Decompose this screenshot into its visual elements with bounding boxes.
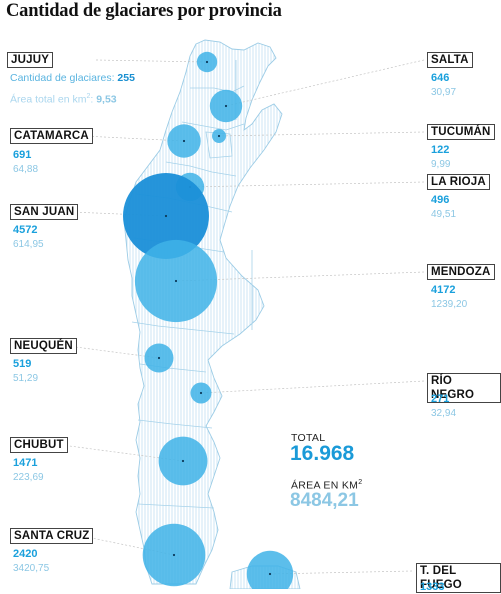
count-san-juan: 4572 (13, 224, 38, 236)
label-catamarca: CATAMARCA (10, 128, 93, 144)
marker-dot-catamarca (182, 139, 186, 143)
count-santa-cruz: 2420 (13, 548, 38, 560)
count-tierra-del-fuego: 1333 (420, 581, 445, 593)
leader-line-la-rioja (189, 181, 425, 188)
label-mendoza: MENDOZA (427, 264, 495, 280)
leader-line-catamarca (83, 135, 185, 142)
leader-line-salta (225, 59, 425, 107)
glacier-bubbles (123, 51, 294, 589)
total-area-value: 8484,21 (290, 490, 359, 511)
count-tucuman: 122 (431, 144, 450, 156)
marker-dot-salta (224, 104, 228, 108)
leader-lines (61, 59, 425, 575)
total-value: 16.968 (290, 442, 355, 465)
jujuy-area-line: Área total en km2: 9,53 (10, 90, 117, 107)
count-salta: 646 (431, 72, 450, 84)
count-rio-negro: 271 (431, 393, 450, 405)
bubble-tierra-del-fuego (246, 550, 294, 589)
legend-area-sup: 2 (86, 93, 91, 100)
area-mendoza: 1239,20 (431, 299, 468, 310)
total-area-sup: 2 (358, 479, 363, 486)
area-catamarca: 64,88 (13, 164, 39, 175)
marker-dot-santa-cruz (172, 553, 176, 557)
label-jujuy: JUJUY (7, 52, 54, 68)
label-chubut: CHUBUT (10, 437, 68, 453)
count-chubut: 1471 (13, 457, 38, 469)
area-rio-negro: 32,94 (431, 408, 457, 419)
total-label: TOTAL (291, 432, 326, 444)
area-jujuy: 9,53 (96, 93, 117, 106)
count-neuquen: 519 (13, 358, 32, 370)
label-rio-negro: RÍO NEGRO (427, 373, 501, 403)
marker-dot-mendoza (174, 279, 178, 283)
marker-dot-san-juan (164, 214, 168, 218)
count-la-rioja: 496 (431, 194, 450, 206)
leader-line-neuquen (67, 345, 160, 359)
area-la-rioja: 49,51 (431, 209, 457, 220)
area-salta: 30,97 (431, 87, 457, 98)
country-outline (123, 39, 283, 585)
label-neuquen: NEUQUÉN (10, 338, 77, 354)
label-salta: SALTA (427, 52, 473, 68)
marker-dot-chubut (181, 459, 185, 463)
marker-dot-neuquen (157, 356, 161, 360)
legend-area-suffix: : (90, 93, 94, 106)
marker-dot-jujuy (205, 60, 209, 64)
leader-line-rio-negro (200, 380, 425, 394)
jujuy-count-line: Cantidad de glaciares: 255 (10, 72, 135, 85)
marker-dot-tierra-del-fuego (268, 572, 272, 576)
label-tucuman: TUCUMÁN (427, 124, 495, 140)
area-neuquen: 51,29 (13, 373, 39, 384)
label-la-rioja: LA RIOJA (427, 174, 490, 190)
leader-line-jujuy (95, 59, 208, 63)
label-santa-cruz: SANTA CRUZ (10, 528, 94, 544)
area-tucuman: 9,99 (431, 159, 451, 170)
total-area-label: ÁREA EN KM2 (291, 479, 362, 492)
legend-count-label: Cantidad de glaciares: (10, 72, 115, 84)
marker-dot-rio-negro (199, 391, 203, 395)
leader-line-mendoza (175, 271, 425, 282)
area-chubut: 223,69 (13, 472, 44, 483)
label-san-juan: SAN JUAN (10, 204, 79, 220)
total-area-label-text: ÁREA EN KM (291, 479, 359, 492)
count-jujuy: 255 (117, 72, 135, 84)
legend-area-label: Área total en km (10, 93, 87, 106)
area-santa-cruz: 3420,75 (13, 563, 50, 574)
count-catamarca: 691 (13, 149, 32, 161)
map-title: Cantidad de glaciares por provincia (6, 1, 282, 21)
count-mendoza: 4172 (431, 284, 456, 296)
marker-dot-tucuman (217, 134, 221, 138)
area-san-juan: 614,95 (13, 239, 44, 250)
